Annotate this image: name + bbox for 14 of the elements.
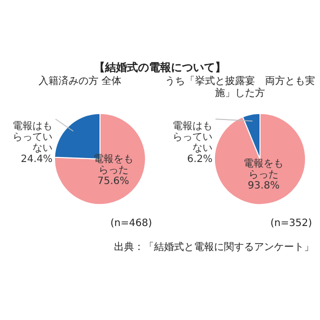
data-label: 93.8% [248, 180, 280, 192]
data-label: 6.2% [187, 154, 212, 166]
text: (n=352) [269, 218, 313, 231]
data-label: 24.4% [20, 154, 52, 166]
chart-subtitle: うち「挙式と披露宴 両方とも実施」した方 [164, 76, 316, 101]
text: (n=468) [109, 218, 153, 231]
chart-subtitle: 入籍済みの方 全体 [37, 76, 123, 89]
data-label: 75.6% [97, 176, 130, 187]
chart-title: 【結婚式の電報について】 [93, 60, 227, 76]
slice-label: 電報はもらっていない [12, 120, 52, 154]
slice-label: 電報はもらっていない [172, 120, 212, 154]
source-note: 出典：「結婚式と電報に関するアンケート」 [113, 240, 314, 254]
slice-label: 電報をもらった [93, 152, 134, 176]
slice-label: 電報をもらった [244, 158, 284, 181]
